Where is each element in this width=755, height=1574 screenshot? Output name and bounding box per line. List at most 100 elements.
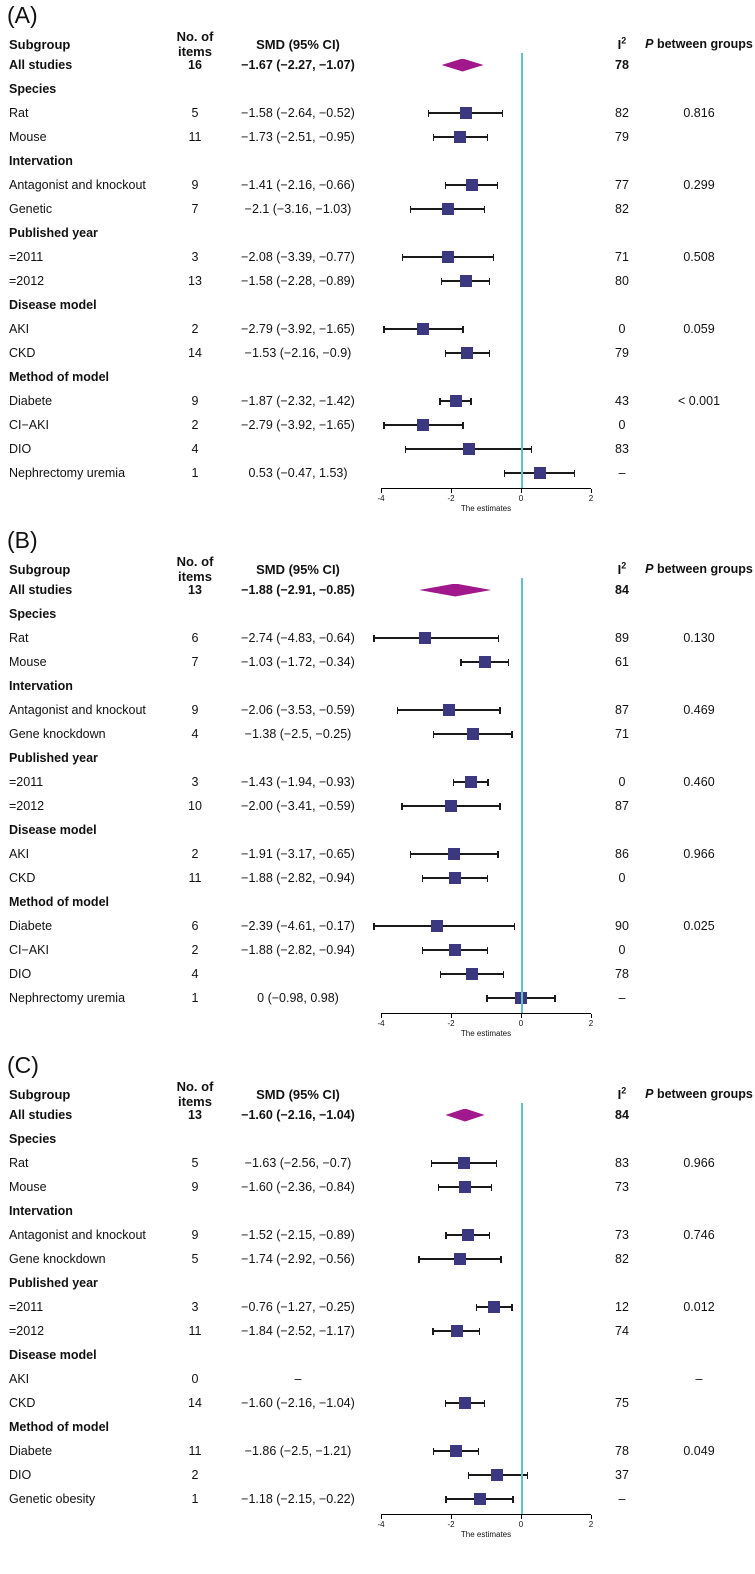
- section-header-label: Disease model: [9, 1348, 97, 1362]
- point-estimate-marker: [533, 467, 546, 479]
- i2-value: 78: [615, 58, 629, 72]
- ci-cap-right: [490, 1183, 492, 1191]
- ci-cap-left: [476, 1303, 478, 1311]
- i2-value: 90: [615, 919, 629, 933]
- col-header-p-between-groups: P between groups: [643, 1087, 755, 1101]
- smd-ci-value: −1.88 (−2.82, −0.94): [241, 943, 355, 957]
- i2-base: I: [617, 561, 622, 577]
- ci-cap-left: [452, 778, 454, 786]
- row-ci-aki: CI−AKI 2 −2.79 (−3.92, −1.65) 0: [5, 413, 755, 437]
- subgroup-label: =2011: [9, 1300, 44, 1314]
- subgroup-label: AKI: [9, 847, 30, 861]
- i2-value: –: [618, 466, 626, 480]
- smd-ci-value: 0 (−0.98, 0.98): [257, 991, 339, 1005]
- subgroup-label: Nephrectomy uremia: [9, 466, 126, 480]
- subgroup-label: =2012: [9, 274, 45, 288]
- smd-ci-value: −1.91 (−3.17, −0.65): [241, 847, 355, 861]
- axis-row: -4 -2 0 2 The estimates: [5, 485, 755, 521]
- axis-tick-label: -2: [447, 1019, 455, 1028]
- ci-cap-right: [486, 133, 489, 141]
- row-all-studies: All studies 16 −1.67 (−2.27, −1.07) 78: [5, 53, 755, 77]
- axis-tick: [380, 1014, 382, 1018]
- row-diabete: Diabete 6 −2.39 (−4.61, −0.17) 90 0.025: [5, 914, 755, 938]
- plot-cell: [373, 962, 601, 986]
- ci-cap-left: [432, 1327, 434, 1335]
- n-items-value: 4: [191, 727, 199, 741]
- n-items-value: 9: [191, 178, 199, 192]
- row-2011: =2011 3 −0.76 (−1.27, −0.25) 12 0.012: [5, 1295, 755, 1319]
- i2-base: I: [617, 36, 622, 52]
- smd-ci-value: −1.88 (−2.91, −0.85): [241, 583, 355, 597]
- n-items-value: 14: [188, 1396, 202, 1410]
- n-items-value: 9: [191, 394, 199, 408]
- axis-tick-label: -2: [447, 494, 455, 503]
- n-items-value: 2: [191, 943, 199, 957]
- i2-value: 89: [615, 631, 629, 645]
- n-items-value: 13: [188, 1108, 202, 1122]
- subgroup-label: Genetic: [9, 202, 53, 216]
- i2-value: 77: [615, 178, 629, 192]
- row-2012: =2012 11 −1.84 (−2.52, −1.17) 74: [5, 1319, 755, 1343]
- point-estimate-marker: [459, 1181, 471, 1193]
- plot-cell: [373, 1151, 601, 1175]
- row-nephrectomy-uremia: Nephrectomy uremia 1 0 (−0.98, 0.98) –: [5, 986, 755, 1010]
- point-estimate-marker: [457, 1157, 470, 1169]
- n-items-value: 1: [191, 991, 199, 1005]
- n-items-value: 14: [188, 346, 202, 360]
- ci-cap-left: [444, 349, 447, 357]
- row-disease-model: Disease model: [5, 293, 755, 317]
- point-estimate-marker: [466, 968, 478, 980]
- i2-base: I: [617, 1086, 622, 1102]
- axis-tick-label: 0: [518, 494, 524, 503]
- ci-cap-left: [421, 874, 424, 882]
- smd-ci-value: −1.52 (−2.15, −0.89): [241, 1228, 355, 1242]
- n-items-value: 3: [191, 250, 199, 264]
- ci-cap-left: [486, 994, 488, 1002]
- row-dio: DIO 4 83: [5, 437, 755, 461]
- n-items-value: 2: [191, 418, 199, 432]
- panel-B: (B) Subgroup No. of items SMD (95% CI) I2 P b…: [0, 525, 755, 1046]
- smd-ci-value: −1.88 (−2.82, −0.94): [241, 871, 355, 885]
- i2-value: 0: [618, 943, 626, 957]
- plot-cell: [373, 938, 601, 962]
- row-dio: DIO 4 78: [5, 962, 755, 986]
- ci-cap-left: [444, 1399, 447, 1407]
- plot-cell: [373, 1295, 601, 1319]
- panel-C: (C) Subgroup No. of items SMD (95% CI) I2 P b…: [0, 1050, 755, 1547]
- ci-cap-right: [554, 994, 556, 1002]
- i2-value: 83: [615, 442, 629, 456]
- point-estimate-marker: [459, 1397, 471, 1409]
- row-all-studies: All studies 13 −1.60 (−2.16, −1.04) 84: [5, 1103, 755, 1127]
- subgroup-label: CI−AKI: [9, 418, 49, 432]
- smd-ci-value: −0.76 (−1.27, −0.25): [241, 1300, 355, 1314]
- ci-cap-right: [483, 1399, 485, 1407]
- i2-value: 61: [615, 655, 629, 669]
- n-items-value: 10: [188, 799, 202, 813]
- subgroup-label: CKD: [9, 346, 36, 360]
- axis-tick-label: 0: [518, 1520, 524, 1529]
- smd-ci-value: −1.58 (−2.64, −0.52): [241, 106, 355, 120]
- column-header-row: Subgroup No. of items SMD (95% CI) I2 P betw…: [5, 1079, 755, 1109]
- row-method-of-model: Method of model: [5, 365, 755, 389]
- smd-ci-value: 0.53 (−0.47, 1.53): [248, 466, 348, 480]
- plot-cell: [373, 1175, 601, 1199]
- axis-cell: -4 -2 0 2 The estimates: [373, 485, 601, 521]
- ci-cap-right: [508, 658, 510, 666]
- subgroup-label: Mouse: [9, 1180, 47, 1194]
- col-header-p-between-groups: P between groups: [643, 37, 755, 51]
- ci-cap-right: [487, 946, 489, 954]
- summary-diamond: [419, 583, 492, 597]
- point-estimate-marker: [490, 1469, 503, 1481]
- col-header-p-between-groups: P between groups: [643, 562, 755, 576]
- i2-value: 78: [615, 967, 629, 981]
- row-antagonist-and-knockout: Antagonist and knockout 9 −1.41 (−2.16, −0…: [5, 173, 755, 197]
- i2-value: 0: [618, 418, 626, 432]
- row-gene-knockdown: Gene knockdown 4 −1.38 (−2.5, −0.25) 71: [5, 722, 755, 746]
- panel-letter-label: (C): [7, 1052, 39, 1078]
- point-estimate-marker: [466, 728, 479, 740]
- i2-value: 84: [615, 1108, 629, 1122]
- ci-cap-left: [396, 706, 399, 714]
- axis-tick: [520, 1014, 522, 1018]
- row-disease-model: Disease model: [5, 1343, 755, 1367]
- plot-cell: [373, 842, 601, 866]
